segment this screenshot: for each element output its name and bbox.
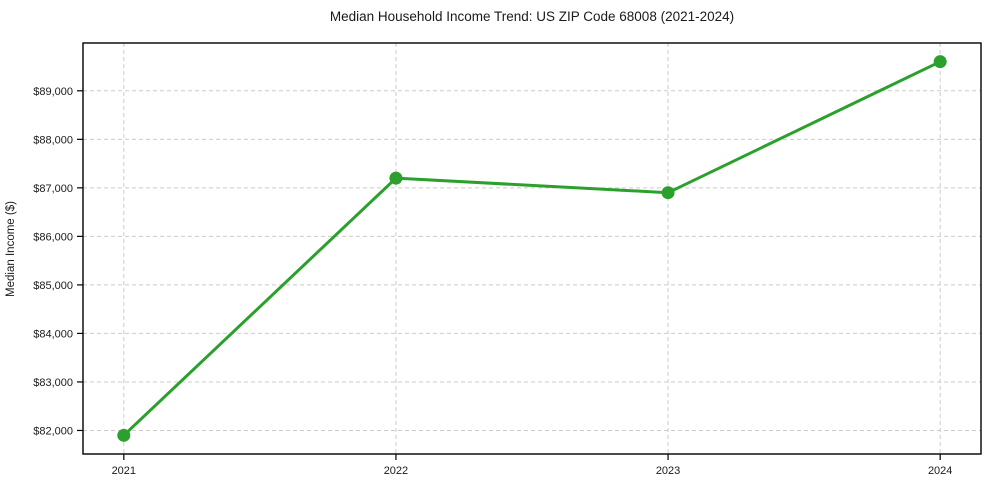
data-series: [117, 55, 947, 442]
y-tick-label: $88,000: [33, 134, 73, 146]
trend-line: [122, 60, 942, 437]
y-tick-label: $83,000: [33, 377, 73, 389]
y-axis-label: Median Income ($): [5, 201, 17, 297]
x-tick-label: 2021: [112, 465, 136, 477]
plot-border: [82, 42, 982, 455]
y-tick-label: $84,000: [33, 328, 73, 340]
y-tick-label: $89,000: [33, 86, 73, 98]
chart-title: Median Household Income Trend: US ZIP Co…: [330, 9, 734, 24]
y-tick-label: $82,000: [33, 425, 73, 437]
data-point-marker: [661, 186, 675, 200]
x-tick-label: 2024: [928, 465, 952, 477]
y-tick-label: $86,000: [33, 231, 73, 243]
x-tick-label: 2022: [384, 465, 408, 477]
data-point-marker: [117, 428, 131, 442]
y-tick-label: $87,000: [33, 183, 73, 195]
y-tick-label: $85,000: [33, 280, 73, 292]
x-tick-label: 2023: [656, 465, 680, 477]
axes: $82,000 $83,000 $84,000 $85,000 $86,000 $87,0…: [33, 42, 982, 477]
grid-lines: [83, 43, 981, 454]
data-point-marker: [389, 171, 403, 185]
data-point-marker: [933, 55, 947, 69]
